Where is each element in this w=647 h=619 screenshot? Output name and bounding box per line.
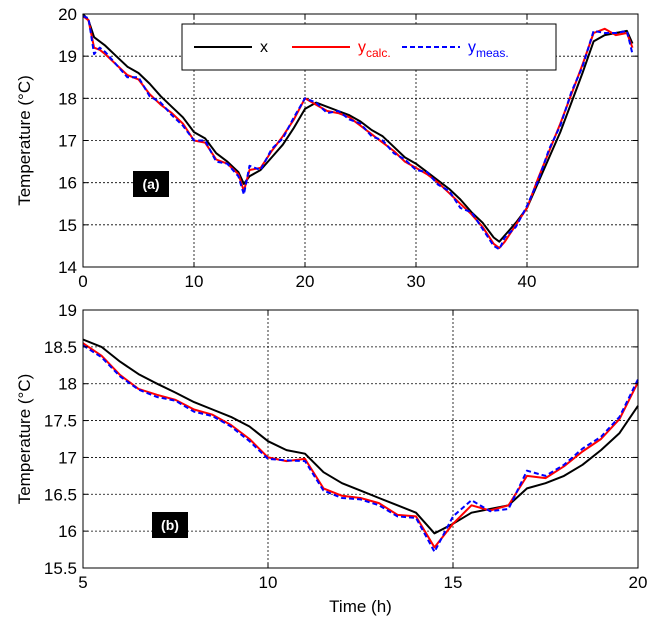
x-tick-label: 10 (185, 272, 204, 291)
series-line-ycalc (82, 342, 639, 549)
y-tick-label: 17.5 (44, 412, 77, 431)
x-tick-label: 30 (407, 272, 426, 291)
y-tick-label: 16 (58, 174, 77, 193)
y-tick-label: 16.5 (44, 485, 77, 504)
y-axis-label: Temperature (°C) (15, 374, 34, 505)
x-tick-label: 5 (78, 573, 87, 592)
panel-a: 0 10 20 30 40 14 15 16 17 18 19 20 Temperature (°C) (… (15, 5, 639, 291)
legend-label: x (260, 39, 268, 56)
y-axis-label: Temperature (°C) (15, 75, 34, 206)
y-tick-label: 14 (58, 258, 77, 277)
legend-label-subscript: meas. (476, 46, 509, 60)
x-tick-label: 40 (518, 272, 537, 291)
legend-label-subscript: calc. (366, 46, 391, 60)
x-tick-label: 20 (296, 272, 315, 291)
series-line-ymeas (82, 344, 639, 553)
panel-tag-label: (b) (161, 517, 179, 533)
panel-b: 5 10 15 20 15.5 16 16.5 17 17.5 18 18.5 19 Temperatu… (15, 301, 647, 616)
axes-box (82, 309, 639, 569)
panel-tag-label: (a) (142, 176, 159, 192)
x-tick-label: 15 (444, 573, 463, 592)
y-tick-label: 15.5 (44, 559, 77, 578)
series-line-ymeas (82, 15, 634, 251)
y-tick-label: 17 (58, 448, 77, 467)
y-tick-label: 19 (58, 301, 77, 320)
y-tick-label: 16 (58, 522, 77, 541)
panel-tag: (b) (152, 512, 188, 538)
series-line-x (82, 338, 639, 535)
panel-tag-box (152, 512, 188, 538)
x-tick-label: 20 (629, 573, 647, 592)
y-tick-label: 15 (58, 216, 77, 235)
y-tick-label: 17 (58, 132, 77, 151)
x-tick-label: 0 (78, 272, 87, 291)
series-line-ycalc (82, 15, 634, 249)
y-tick-label: 20 (58, 5, 77, 24)
x-tick-label: 10 (259, 573, 278, 592)
y-tick-label: 18.5 (44, 338, 77, 357)
x-axis-label: Time (h) (329, 597, 392, 616)
y-tick-label: 19 (58, 47, 77, 66)
y-tick-label: 18 (58, 375, 77, 394)
y-tick-label: 18 (58, 89, 77, 108)
panel-tag-box (133, 171, 169, 197)
panel-tag: (a) (133, 171, 169, 197)
legend: x ycalc. ymeas. (181, 23, 557, 71)
